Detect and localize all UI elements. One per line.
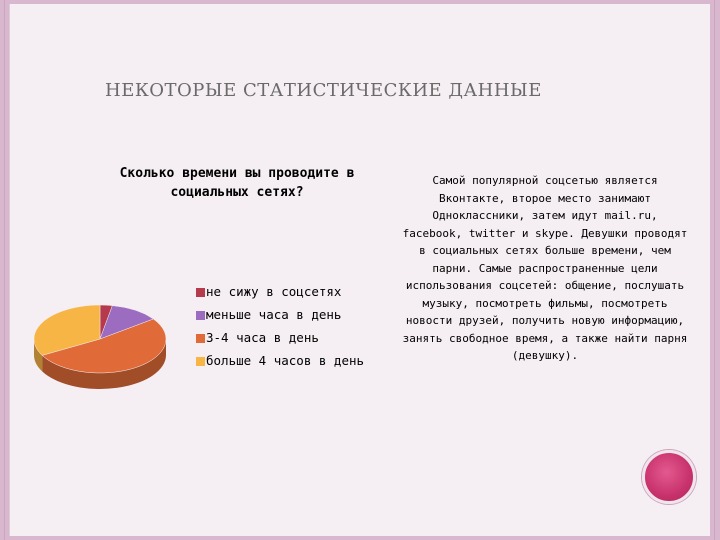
slide — [9, 4, 710, 536]
pie-chart — [33, 304, 167, 389]
legend-item: не сижу в соцсетях — [196, 280, 364, 303]
pie-side-2 — [42, 339, 166, 389]
legend-item: 3-4 часа в день — [196, 326, 364, 349]
legend-item: меньше часа в день — [196, 303, 364, 326]
frame-line-right — [714, 0, 715, 540]
legend-swatch — [196, 311, 205, 320]
legend-label: 3-4 часа в день — [206, 330, 319, 345]
legend-swatch — [196, 357, 205, 366]
legend-label: не сижу в соцсетях — [206, 284, 342, 299]
legend-swatch — [196, 288, 205, 297]
legend-label: больше 4 часов в день — [206, 353, 365, 368]
frame-line-left — [4, 0, 5, 540]
description-text: Самой популярной соцсетью является Вконт… — [402, 174, 688, 362]
pie-slice-2 — [41, 318, 167, 374]
decorative-circle — [642, 450, 696, 504]
chart-title: Сколько времени вы проводите в социальны… — [119, 166, 355, 200]
slide-title: НЕКОТОРЫЕ СТАТИСТИЧЕСКИЕ ДАННЫЕ — [105, 80, 542, 101]
legend-swatch — [196, 334, 205, 343]
chart-legend: не сижу в соцсетях меньше часа в день 3-4 … — [196, 280, 364, 372]
pie-side-3 — [34, 339, 43, 372]
legend-item: больше 4 часов в день — [196, 349, 364, 372]
legend-label: меньше часа в день — [206, 307, 342, 322]
pie-slice-3 — [33, 304, 101, 356]
